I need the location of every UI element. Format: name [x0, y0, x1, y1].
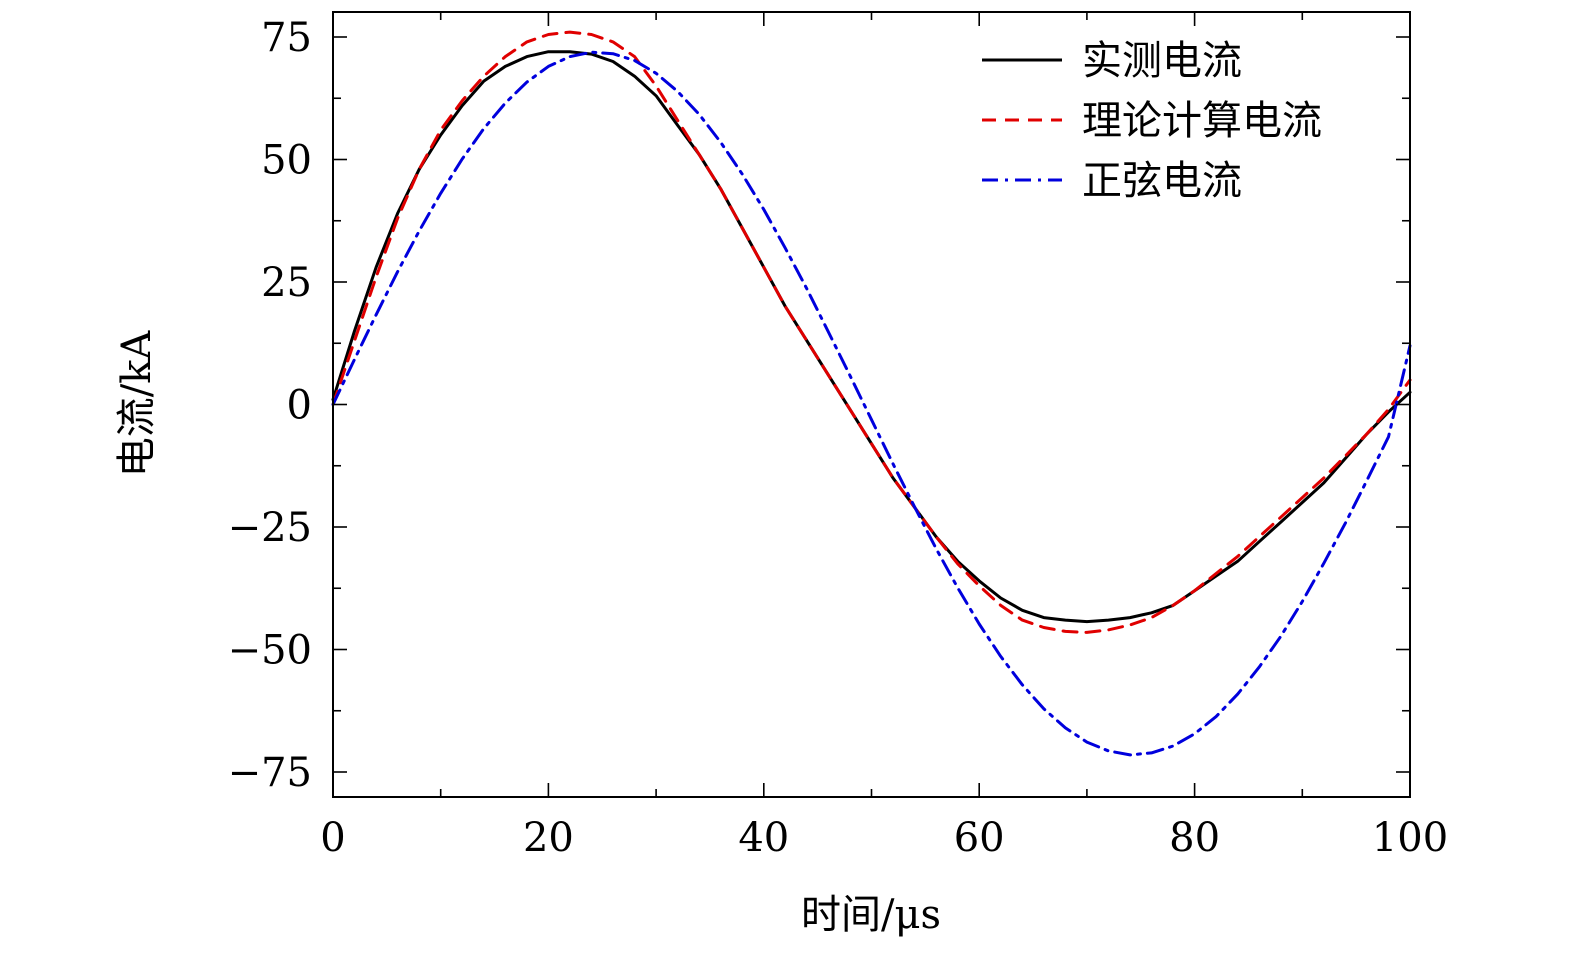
- series-line-2: [331, 50, 1412, 757]
- legend-label-1: 理论计算电流: [1082, 98, 1322, 144]
- y-tick-label: −25: [228, 505, 312, 551]
- y-tick-label: 0: [287, 383, 312, 429]
- x-axis: 0 20 40 60 80 100: [320, 12, 1448, 861]
- x-axis-label: 时间/μs: [801, 892, 941, 938]
- x-tick-label: 40: [738, 815, 789, 861]
- legend-label-2: 正弦电流: [1082, 158, 1242, 204]
- y-tick-label: −50: [228, 628, 312, 674]
- x-tick-label: 0: [320, 815, 345, 861]
- x-tick-label: 60: [954, 815, 1005, 861]
- y-axis: 75 50 25 0 −25 −50 −75: [228, 15, 1410, 796]
- y-tick-label: −75: [228, 750, 312, 796]
- x-tick-label: 80: [1169, 815, 1220, 861]
- y-tick-label: 25: [261, 260, 312, 306]
- x-tick-label: 100: [1372, 815, 1448, 861]
- y-tick-label: 50: [261, 138, 312, 184]
- series-line-1: [331, 30, 1412, 634]
- legend-label-0: 实测电流: [1082, 38, 1242, 84]
- series-layer: [331, 30, 1412, 757]
- y-axis-label: 电流/kA: [114, 330, 160, 478]
- x-tick-label: 20: [523, 815, 574, 861]
- y-tick-label: 75: [261, 15, 312, 61]
